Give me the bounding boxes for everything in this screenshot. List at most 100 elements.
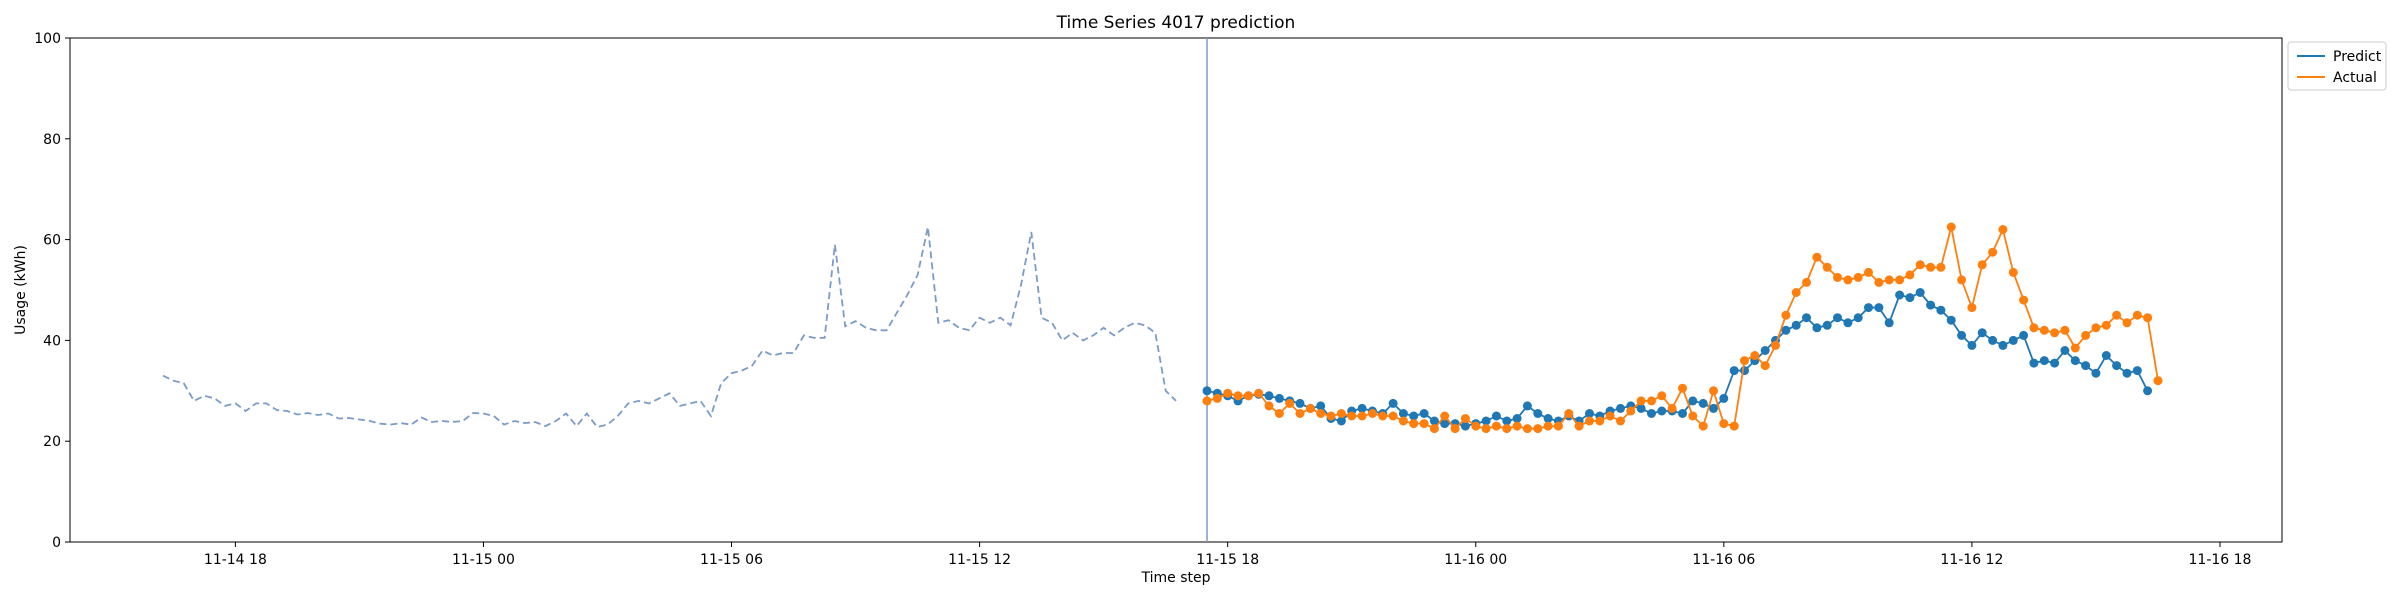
x-tick-label: 11-15 18: [1196, 552, 1259, 568]
actual-point: [1409, 419, 1419, 429]
predict-point: [1843, 318, 1853, 328]
predict-point: [1998, 340, 2008, 350]
actual-point: [1202, 396, 1212, 406]
actual-point: [1791, 288, 1801, 297]
predict-point: [2019, 330, 2029, 340]
y-tick-label: 60: [43, 233, 61, 249]
series-layer: [162, 38, 2163, 542]
predict-point: [1698, 398, 1708, 408]
predict-point: [1522, 401, 1532, 411]
x-tick-label: 11-15 06: [700, 552, 763, 568]
actual-point: [1936, 262, 1946, 272]
actual-point: [1305, 403, 1315, 413]
actual-point: [1585, 416, 1594, 426]
predict-point: [1719, 393, 1729, 403]
predict-point: [1915, 288, 1925, 297]
actual-point: [1316, 409, 1326, 418]
predict-point: [1202, 386, 1212, 396]
actual-point: [1450, 424, 1460, 434]
actual-point: [1915, 260, 1925, 270]
predict-point: [2143, 386, 2153, 396]
actual-point: [1729, 421, 1739, 431]
actual-point: [2029, 323, 2039, 333]
actual-point: [1967, 303, 1977, 313]
x-tick-label: 11-15 12: [948, 552, 1011, 568]
actual-point: [1347, 411, 1357, 421]
actual-point: [1326, 411, 1336, 421]
actual-point: [1740, 356, 1749, 366]
plot-frame: [69, 37, 2283, 543]
actual-point: [1864, 267, 1873, 277]
actual-point: [1264, 401, 1274, 411]
predict-point: [1316, 401, 1326, 411]
actual-point: [1553, 421, 1563, 431]
actual-point: [1905, 270, 1915, 280]
actual-point: [1502, 424, 1512, 434]
predict-point: [1533, 409, 1543, 418]
x-tick-label: 11-14 18: [204, 552, 267, 568]
y-tick-label: 100: [34, 31, 61, 47]
predict-point: [1636, 403, 1646, 413]
actual-point: [2019, 295, 2029, 305]
x-axis-label: Time step: [1141, 570, 1211, 586]
actual-point: [2153, 376, 2163, 386]
predict-point: [1678, 409, 1687, 418]
actual-point: [1626, 406, 1636, 416]
actual-point: [1946, 222, 1956, 232]
actual-point: [1419, 419, 1429, 429]
actual-point: [1481, 424, 1491, 434]
predict-point: [1543, 414, 1553, 423]
actual-point: [1440, 411, 1450, 421]
predict-point: [1977, 328, 1987, 338]
predict-point: [1264, 391, 1274, 401]
actual-point: [1274, 409, 1284, 418]
actual-point: [1605, 411, 1615, 421]
actual-point: [1367, 409, 1377, 418]
actual-point: [2091, 323, 2101, 333]
actual-point: [1378, 411, 1388, 421]
actual-point: [1709, 386, 1718, 396]
predict-point: [1822, 320, 1832, 330]
actual-point: [1533, 424, 1543, 434]
predict-point: [2091, 368, 2101, 378]
actual-point: [1667, 403, 1677, 413]
predict-point: [1740, 366, 1749, 376]
chart-title: Time Series 4017 prediction: [1056, 13, 1296, 33]
actual-point: [1678, 383, 1687, 393]
y-tick-label: 20: [43, 434, 61, 450]
predict-point: [1988, 335, 1998, 345]
predict-point: [1295, 398, 1305, 408]
actual-point: [1833, 272, 1842, 282]
predict-point: [1274, 393, 1284, 403]
actual-point: [1254, 388, 1264, 398]
actual-point: [1223, 388, 1233, 398]
actual-point: [1998, 225, 2008, 234]
actual-point: [1926, 262, 1936, 272]
legend: Predict Actual: [2287, 41, 2387, 91]
predict-point: [1429, 416, 1439, 426]
predict-point: [2070, 356, 2080, 366]
predict-point: [1729, 366, 1739, 376]
actual-point: [1698, 421, 1708, 431]
actual-point: [2060, 325, 2070, 335]
actual-point: [1957, 275, 1967, 285]
legend-label-actual: Actual: [2333, 70, 2377, 86]
actual-point: [1853, 272, 1863, 282]
actual-point: [2050, 328, 2060, 338]
predict-point: [2081, 361, 2091, 371]
predict-point: [1812, 323, 1822, 333]
predict-point: [2122, 368, 2132, 378]
actual-point: [1357, 411, 1367, 421]
predict-point: [2029, 358, 2039, 368]
actual-point: [1522, 424, 1532, 434]
actual-point: [1295, 409, 1305, 418]
predict-point: [1709, 403, 1718, 413]
x-tick-label: 11-15 00: [452, 552, 515, 568]
actual-point: [1719, 419, 1729, 429]
y-axis-label: Usage (kWh): [13, 245, 29, 335]
predict-point: [1946, 315, 1956, 325]
actual-point: [1843, 275, 1853, 285]
actual-point: [1884, 275, 1894, 285]
predict-point: [2132, 366, 2142, 376]
